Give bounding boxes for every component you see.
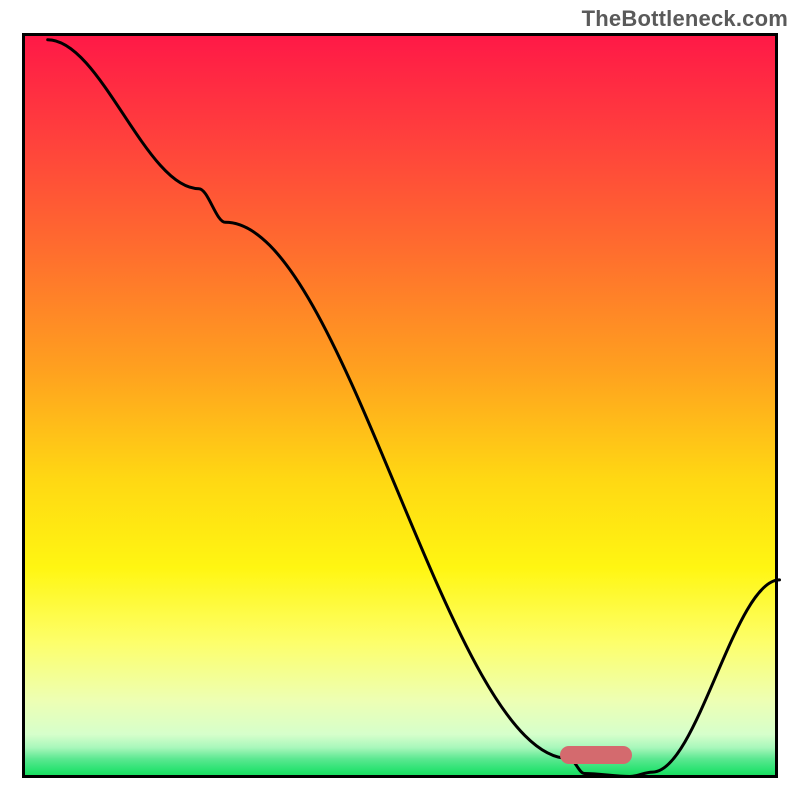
plot-area: [22, 33, 778, 778]
line-svg: [25, 36, 781, 781]
chart-container: TheBottleneck.com: [0, 0, 800, 800]
bottleneck-curve: [48, 40, 780, 777]
watermark-text: TheBottleneck.com: [582, 6, 788, 32]
optimal-marker: [560, 746, 632, 764]
